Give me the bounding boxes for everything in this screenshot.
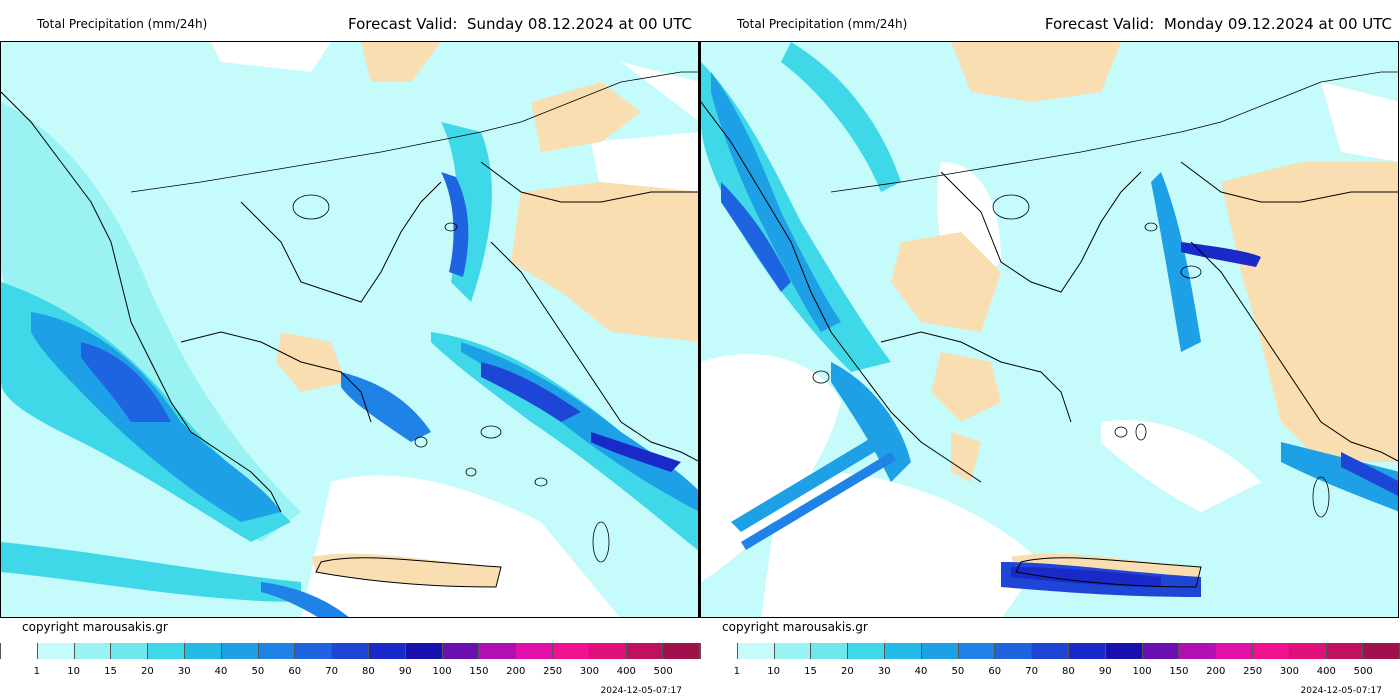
forecast-valid-label: Forecast Valid:: [348, 15, 458, 33]
colorbar-swatch: [995, 643, 1033, 659]
colorbar-label: 60: [288, 666, 302, 677]
colorbar-swatch: [774, 643, 812, 659]
colorbar-label: 90: [1098, 666, 1112, 677]
colorbar-swatch: [1289, 643, 1327, 659]
colorbar-label: 50: [251, 666, 265, 677]
colorbar-label: 10: [767, 666, 781, 677]
colorbar-swatch: [848, 643, 885, 659]
colorbar-label: 40: [214, 666, 228, 677]
colorbar-swatch: [1032, 643, 1069, 659]
colorbar-swatch: [811, 643, 849, 659]
copyright-text: copyright marousakis.gr: [22, 620, 168, 634]
colorbar-swatch: [111, 643, 149, 659]
colorbar-label: 100: [432, 666, 452, 677]
colorbar-label: 50: [951, 666, 965, 677]
map-title: Total Precipitation (mm/24h): [37, 17, 208, 31]
colorbar-swatch: [626, 643, 664, 659]
forecast-valid-header: Forecast Valid: Sunday 08.12.2024 at 00 …: [348, 15, 692, 33]
colorbar-swatch: [737, 643, 775, 659]
colorbar-swatch: [184, 643, 222, 659]
colorbar-swatch: [0, 643, 38, 659]
colorbar-swatch: [37, 643, 75, 659]
colorbar-label: 400: [616, 666, 636, 677]
colorbar-label: 400: [1316, 666, 1336, 677]
colorbar-swatch: [442, 643, 480, 659]
colorbar-swatch: [479, 643, 517, 659]
colorbar-label: 250: [543, 666, 563, 677]
forecast-panel-sunday: Total Precipitation (mm/24h) Forecast Va…: [0, 15, 701, 696]
colorbar-swatch: [368, 643, 406, 659]
colorbar-swatch: [958, 643, 996, 659]
forecast-valid-date: Sunday 08.12.2024 at 00 UTC: [467, 15, 692, 33]
colorbar-swatch: [921, 643, 959, 659]
colorbar-label: 70: [325, 666, 338, 677]
colorbar-swatch: [332, 643, 369, 659]
colorbar-swatch: [516, 643, 553, 659]
colorbar-swatch: [884, 643, 922, 659]
precipitation-map-graphic: [1, 42, 698, 617]
colorbar-swatch: [1142, 643, 1180, 659]
colorbar-swatch: [74, 643, 112, 659]
colorbar-swatch: [295, 643, 333, 659]
colorbar-label: 1: [33, 666, 41, 677]
copyright-text: copyright marousakis.gr: [722, 620, 868, 634]
forecast-valid-label: Forecast Valid:: [1044, 15, 1155, 33]
precipitation-colorbar: [0, 643, 701, 659]
colorbar-label: 80: [1062, 666, 1075, 677]
colorbar-label: 300: [1279, 666, 1300, 677]
colorbar-label: 60: [988, 666, 1002, 677]
colorbar-label: 150: [1169, 666, 1189, 677]
colorbar-labels: 1 10 15 20 30 40 50 60 70 80 90 100 150 …: [0, 666, 700, 680]
colorbar-label: 10: [67, 666, 81, 677]
colorbar-swatch: [258, 643, 296, 659]
colorbar-label: 70: [1025, 666, 1038, 677]
run-timestamp: 2024-12-05-07:17: [600, 686, 683, 696]
colorbar-label: 80: [362, 666, 375, 677]
colorbar-swatch: [405, 643, 443, 659]
colorbar-label: 1: [733, 666, 741, 677]
colorbar-label: 500: [1353, 666, 1373, 677]
colorbar-swatch: [552, 643, 590, 659]
colorbar-swatch: [221, 643, 259, 659]
colorbar-label: 200: [506, 666, 526, 677]
colorbar-swatch: [663, 643, 701, 659]
forecast-valid-date: Monday 09.12.2024 at 00 UTC: [1163, 15, 1392, 33]
colorbar-swatch: [1179, 643, 1217, 659]
colorbar-label: 15: [804, 666, 817, 677]
colorbar-swatch: [1216, 643, 1253, 659]
colorbar-label: 100: [1132, 666, 1152, 677]
colorbar-swatch: [148, 643, 185, 659]
run-timestamp: 2024-12-05-07:17: [1300, 686, 1383, 696]
colorbar-swatch: [589, 643, 627, 659]
colorbar-swatch: [1105, 643, 1143, 659]
precipitation-map: [0, 41, 699, 618]
colorbar-label: 90: [398, 666, 412, 677]
precipitation-colorbar: [700, 643, 1400, 659]
colorbar-swatch: [1363, 643, 1400, 659]
colorbar-label: 30: [177, 666, 191, 677]
precipitation-map-graphic: [701, 42, 1398, 617]
colorbar-swatch: [1326, 643, 1364, 659]
colorbar-label: 15: [104, 666, 117, 677]
colorbar-swatch: [1252, 643, 1290, 659]
map-title: Total Precipitation (mm/24h): [737, 17, 908, 31]
forecast-panel-monday: Total Precipitation (mm/24h) Forecast Va…: [700, 0, 1400, 700]
colorbar-label: 200: [1206, 666, 1226, 677]
precipitation-map: [700, 41, 1399, 618]
colorbar-label: 250: [1243, 666, 1263, 677]
colorbar-label: 20: [140, 666, 154, 677]
colorbar-label: 300: [579, 666, 600, 677]
colorbar-label: 500: [653, 666, 673, 677]
colorbar-swatch: [700, 643, 738, 659]
colorbar-labels: 1 10 15 20 30 40 50 60 70 80 90 100 150 …: [700, 666, 1400, 680]
colorbar-label: 30: [877, 666, 891, 677]
colorbar-label: 40: [914, 666, 928, 677]
colorbar-label: 150: [469, 666, 489, 677]
colorbar-swatch: [1068, 643, 1106, 659]
colorbar-label: 20: [840, 666, 854, 677]
forecast-valid-header: Forecast Valid: Monday 09.12.2024 at 00 …: [1045, 15, 1392, 33]
